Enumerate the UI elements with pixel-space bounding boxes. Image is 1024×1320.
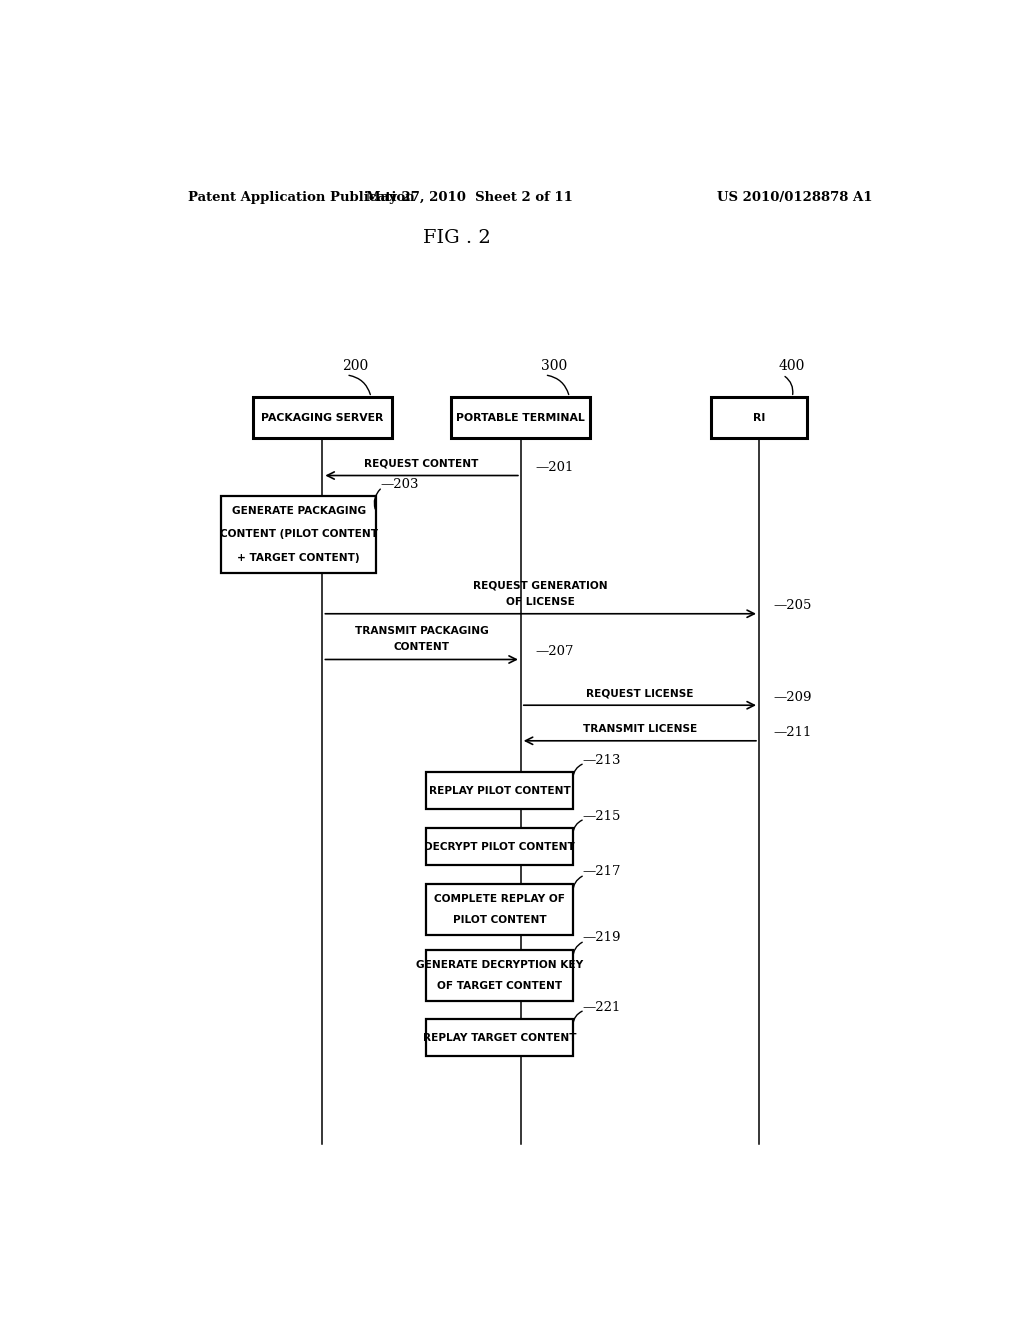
Text: —215: —215 bbox=[583, 809, 621, 822]
Text: REPLAY TARGET CONTENT: REPLAY TARGET CONTENT bbox=[423, 1032, 577, 1043]
Text: GENERATE PACKAGING: GENERATE PACKAGING bbox=[231, 507, 366, 516]
Text: DECRYPT PILOT CONTENT: DECRYPT PILOT CONTENT bbox=[424, 842, 574, 851]
Text: FIG . 2: FIG . 2 bbox=[424, 228, 492, 247]
Bar bbox=[426, 950, 572, 1001]
Text: —219: —219 bbox=[583, 932, 621, 945]
Text: —217: —217 bbox=[583, 866, 621, 878]
Text: May 27, 2010  Sheet 2 of 11: May 27, 2010 Sheet 2 of 11 bbox=[366, 190, 572, 203]
Text: CONTENT: CONTENT bbox=[393, 643, 450, 652]
Text: REPLAY PILOT CONTENT: REPLAY PILOT CONTENT bbox=[428, 785, 570, 796]
Text: OF TARGET CONTENT: OF TARGET CONTENT bbox=[437, 981, 562, 991]
Text: —201: —201 bbox=[536, 461, 573, 474]
Text: —211: —211 bbox=[773, 726, 812, 739]
Text: PORTABLE TERMINAL: PORTABLE TERMINAL bbox=[457, 413, 585, 422]
Text: CONTENT (PILOT CONTENT: CONTENT (PILOT CONTENT bbox=[219, 529, 378, 540]
Bar bbox=[426, 828, 572, 865]
Text: US 2010/0128878 A1: US 2010/0128878 A1 bbox=[717, 190, 872, 203]
Text: REQUEST CONTENT: REQUEST CONTENT bbox=[365, 458, 479, 469]
Bar bbox=[221, 496, 376, 573]
Text: —203: —203 bbox=[380, 478, 419, 491]
Text: RI: RI bbox=[753, 413, 765, 422]
Bar bbox=[253, 397, 392, 438]
Text: —209: —209 bbox=[773, 690, 812, 704]
Bar bbox=[426, 884, 572, 935]
Text: 300: 300 bbox=[541, 359, 567, 372]
Text: TRANSMIT PACKAGING: TRANSMIT PACKAGING bbox=[354, 626, 488, 636]
Text: PACKAGING SERVER: PACKAGING SERVER bbox=[261, 413, 384, 422]
Bar bbox=[712, 397, 807, 438]
Text: PILOT CONTENT: PILOT CONTENT bbox=[453, 915, 546, 925]
Text: 400: 400 bbox=[779, 359, 805, 372]
Text: —205: —205 bbox=[773, 599, 812, 612]
Text: + TARGET CONTENT): + TARGET CONTENT) bbox=[238, 553, 360, 562]
Text: GENERATE DECRYPTION KEY: GENERATE DECRYPTION KEY bbox=[416, 961, 583, 970]
Bar bbox=[426, 1019, 572, 1056]
Text: 200: 200 bbox=[342, 359, 369, 372]
Text: TRANSMIT LICENSE: TRANSMIT LICENSE bbox=[583, 723, 697, 734]
Text: Patent Application Publication: Patent Application Publication bbox=[187, 190, 415, 203]
Text: COMPLETE REPLAY OF: COMPLETE REPLAY OF bbox=[434, 895, 565, 904]
Text: —207: —207 bbox=[536, 645, 573, 657]
Text: —221: —221 bbox=[583, 1001, 621, 1014]
Text: —213: —213 bbox=[583, 754, 621, 767]
Bar bbox=[452, 397, 590, 438]
Text: REQUEST LICENSE: REQUEST LICENSE bbox=[586, 688, 693, 698]
Bar bbox=[426, 772, 572, 809]
Text: REQUEST GENERATION: REQUEST GENERATION bbox=[473, 581, 608, 590]
Text: OF LICENSE: OF LICENSE bbox=[506, 597, 575, 607]
